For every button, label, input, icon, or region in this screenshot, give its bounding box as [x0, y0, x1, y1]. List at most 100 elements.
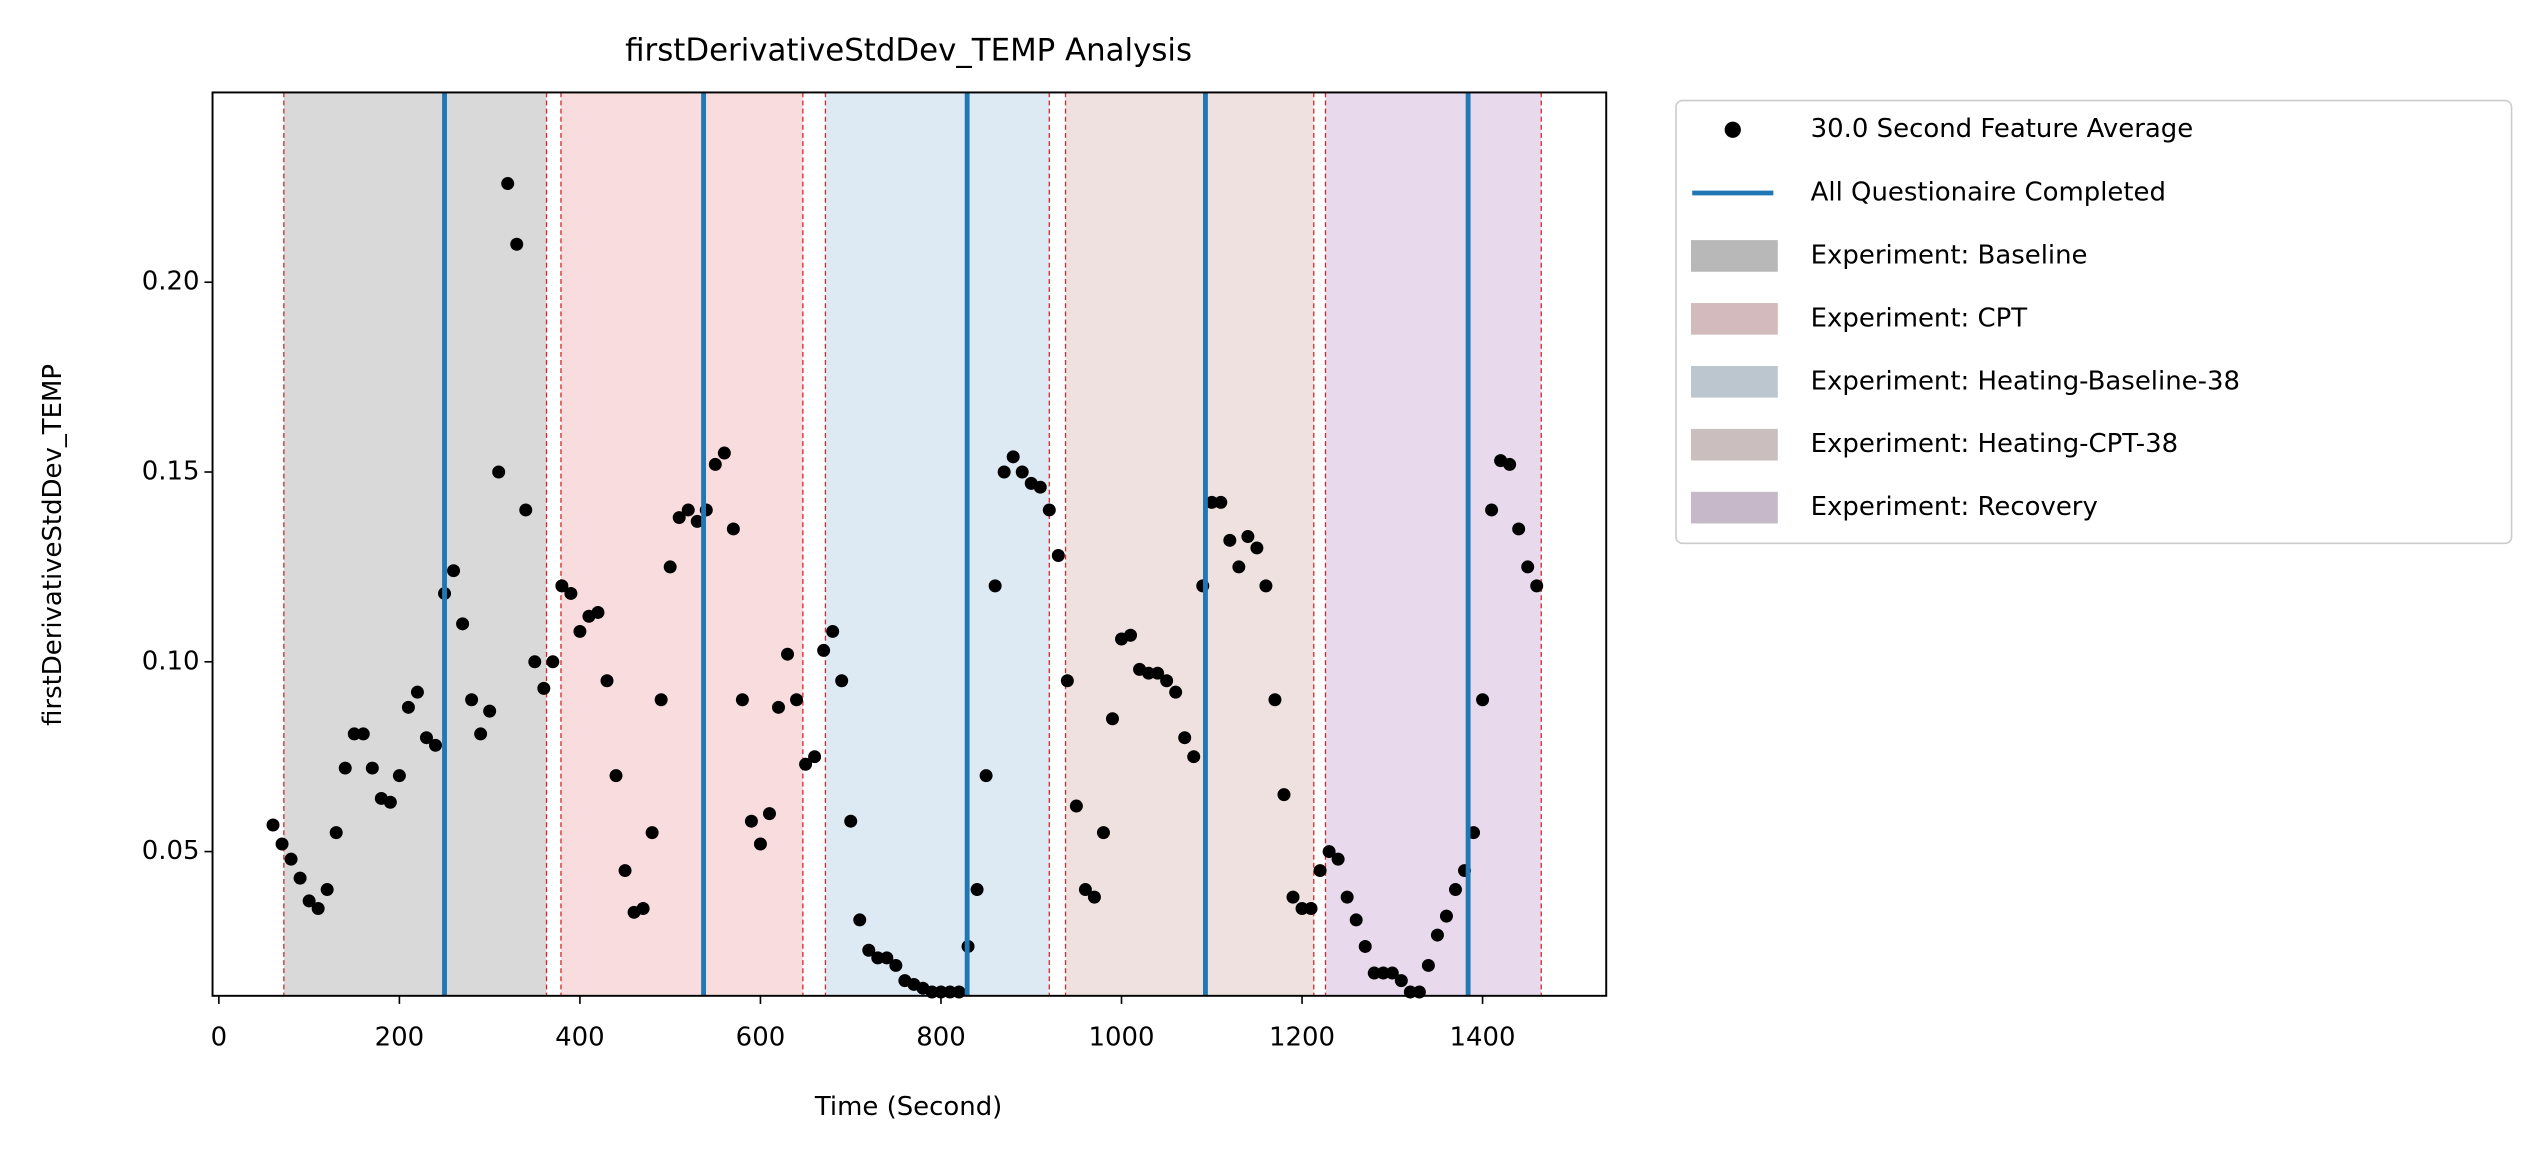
data-point: [889, 958, 903, 972]
data-point: [1178, 731, 1192, 745]
data-point: [654, 693, 668, 707]
data-point: [1340, 890, 1354, 904]
data-point: [1232, 560, 1246, 574]
data-point: [772, 700, 785, 714]
data-point: [1295, 902, 1309, 916]
data-point: [717, 446, 731, 460]
legend-label: All Questionaire Completed: [1811, 178, 2166, 208]
x-tick-label: 800: [916, 1022, 966, 1052]
data-point: [1430, 928, 1444, 942]
data-point: [880, 951, 894, 965]
data-point: [726, 522, 740, 536]
data-point: [826, 624, 840, 638]
data-point: [456, 617, 470, 631]
data-point: [1006, 450, 1020, 464]
data-point: [555, 579, 569, 593]
data-point: [275, 837, 289, 851]
data-point: [356, 727, 370, 741]
data-point: [1322, 845, 1336, 859]
region: [1065, 92, 1314, 996]
plot-frame: [211, 91, 1608, 997]
y-tick-label: 0.10: [142, 646, 200, 676]
data-point: [735, 693, 749, 707]
data-point: [311, 902, 325, 916]
data-point: [817, 643, 831, 657]
data-point: [537, 681, 551, 695]
data-point: [1042, 503, 1056, 517]
data-point: [564, 586, 578, 600]
data-point: [347, 727, 361, 741]
legend-frame: [1675, 99, 2513, 545]
data-point: [600, 674, 614, 688]
legend-label: 30.0 Second Feature Average: [1811, 114, 2194, 144]
legend-label: Experiment: Baseline: [1811, 240, 2088, 270]
data-point: [979, 769, 993, 783]
data-point: [501, 177, 515, 191]
data-point: [591, 605, 605, 619]
data-point: [799, 757, 813, 771]
data-point: [790, 693, 804, 707]
data-point: [844, 814, 858, 828]
data-point: [392, 769, 406, 783]
data-point: [744, 814, 758, 828]
data-point: [419, 731, 433, 745]
x-tick-label: 1400: [1450, 1022, 1516, 1052]
region: [560, 92, 803, 996]
x-axis-label: Time (Second): [814, 1092, 1002, 1122]
data-point: [1151, 666, 1165, 680]
legend-label: Experiment: Heating-CPT-38: [1811, 429, 2178, 459]
data-point: [284, 852, 298, 866]
data-point: [853, 913, 867, 927]
data-point: [1205, 495, 1219, 509]
y-axis-label: firstDerivativeStdDev_TEMP: [38, 364, 68, 726]
data-point: [1349, 913, 1363, 927]
data-point: [1530, 579, 1544, 593]
legend-label: Experiment: Heating-Baseline-38: [1811, 366, 2240, 396]
data-point: [1051, 549, 1065, 563]
data-point: [1358, 939, 1372, 953]
x-tick-label: 600: [736, 1022, 786, 1052]
data-point: [1241, 530, 1255, 544]
data-point: [519, 503, 533, 517]
data-point: [1277, 788, 1291, 802]
legend-swatch: [1690, 491, 1778, 524]
legend-swatch: [1690, 428, 1778, 461]
x-tick-label: 0: [211, 1022, 228, 1052]
data-point: [609, 769, 623, 783]
data-point: [1124, 628, 1138, 642]
y-tick-label: 0.05: [142, 836, 200, 866]
data-point: [1160, 674, 1174, 688]
region: [283, 92, 547, 996]
data-point: [266, 818, 280, 832]
data-point: [672, 511, 686, 525]
data-point: [862, 943, 876, 957]
data-point: [1069, 799, 1083, 813]
data-point: [997, 465, 1011, 479]
x-tick-label: 1200: [1269, 1022, 1335, 1052]
data-point: [329, 826, 343, 840]
data-point: [988, 579, 1002, 593]
data-point: [1313, 864, 1327, 878]
data-point: [302, 894, 316, 908]
data-point: [1376, 966, 1390, 980]
data-point: [1250, 541, 1264, 555]
data-point: [1512, 522, 1526, 536]
data-point: [1421, 958, 1435, 972]
data-point: [1268, 693, 1282, 707]
data-point: [1214, 495, 1228, 509]
data-point: [1367, 966, 1381, 980]
data-point: [1087, 890, 1101, 904]
data-point: [1331, 852, 1345, 866]
data-point: [474, 727, 488, 741]
data-point: [1385, 966, 1399, 980]
data-point: [1223, 533, 1237, 547]
data-point: [1304, 902, 1318, 916]
data-point: [1286, 890, 1300, 904]
data-point: [708, 457, 722, 471]
data-point: [681, 503, 695, 517]
data-point: [1060, 674, 1074, 688]
data-point: [1142, 666, 1156, 680]
data-point: [528, 655, 542, 669]
x-tick-label: 1000: [1088, 1022, 1154, 1052]
